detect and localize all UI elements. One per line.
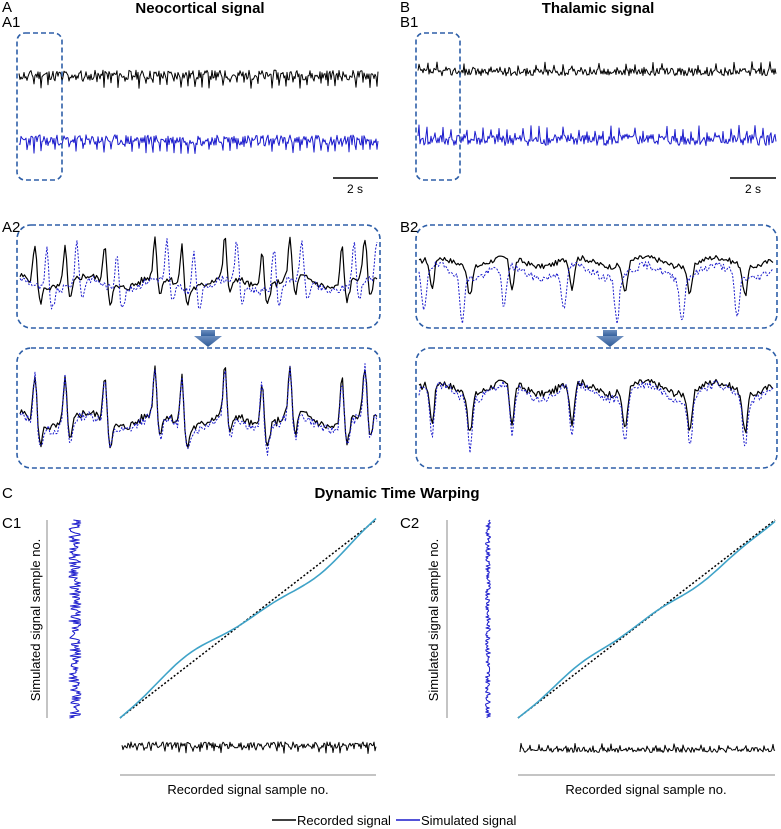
c2-recorded-trace: [519, 742, 776, 753]
b2-after-recorded: [418, 378, 774, 434]
a2-after-recorded: [19, 365, 378, 449]
b2-before-frame: [415, 224, 778, 329]
c1-recorded-signal: [121, 741, 377, 754]
a2-before-traces: [19, 236, 378, 310]
c1-y-axis-label: Simulated signal sample no.: [28, 539, 43, 702]
c2-recorded-signal: [519, 742, 776, 753]
a2-after-traces: [19, 363, 378, 456]
a1-traces: [18, 69, 379, 154]
c2-y-axis-label: Simulated signal sample no.: [426, 539, 441, 702]
b2-before-recorded: [418, 255, 774, 297]
a2-before-recorded: [19, 236, 378, 306]
panel-label-a2: A2: [2, 219, 20, 236]
panel-label-c2: C2: [400, 515, 419, 532]
panel-letter-a: A: [2, 0, 12, 16]
legend: Recorded signal Simulated signal: [272, 813, 516, 828]
c2-x-axis-label: Recorded signal sample no.: [565, 782, 726, 797]
panel-letter-c: C: [2, 485, 13, 502]
title-dtw: Dynamic Time Warping: [314, 485, 479, 502]
c1-x-axis-label: Recorded signal sample no.: [167, 782, 328, 797]
b1-recorded-trace: [417, 61, 777, 77]
c1-simulated-trace: [68, 519, 82, 719]
c1-warping-path: [119, 517, 377, 719]
b2-after-frame: [415, 347, 778, 469]
a2-arrow-icon: [194, 330, 222, 347]
a2-before-simulated: [19, 238, 378, 310]
panel-label-b1: B1: [400, 14, 418, 31]
title-thalamic: Thalamic signal: [542, 0, 655, 17]
b1-traces: [417, 61, 777, 147]
b2-before-traces: [418, 255, 774, 325]
c1-simulated-signal: [68, 519, 82, 719]
panel-letter-b: B: [400, 0, 410, 16]
c2-simulated-trace: [485, 519, 491, 719]
a1-recorded-trace: [18, 69, 379, 89]
c1-dtw-path: [119, 517, 377, 719]
panel-label-a1: A1: [2, 14, 20, 31]
panel-label-c1: C1: [2, 515, 21, 532]
a2-before-frame: [16, 224, 381, 329]
b2-after-traces: [418, 378, 774, 454]
c2-warping-path: [517, 519, 776, 719]
a2-after-simulated: [19, 363, 378, 456]
a1-scale-label: 2 s: [347, 182, 363, 196]
panel-label-b2: B2: [400, 219, 418, 236]
c1-recorded-trace: [121, 741, 377, 754]
c2-dtw-path: [517, 520, 776, 719]
legend-recorded-label: Recorded signal: [297, 813, 391, 828]
title-neocortical: Neocortical signal: [135, 0, 264, 17]
b2-before-simulated: [418, 261, 774, 325]
b1-selection-frame: [415, 32, 461, 181]
a2-after-frame: [16, 347, 381, 469]
b2-after-simulated: [418, 380, 774, 454]
b2-arrow-icon: [596, 330, 624, 347]
a1-selection-frame: [16, 32, 63, 181]
b1-scale-label: 2 s: [745, 182, 761, 196]
a1-simulated-trace: [18, 134, 379, 154]
b1-simulated-trace: [417, 124, 777, 147]
legend-simulated-label: Simulated signal: [421, 813, 516, 828]
c2-simulated-signal: [485, 519, 491, 719]
